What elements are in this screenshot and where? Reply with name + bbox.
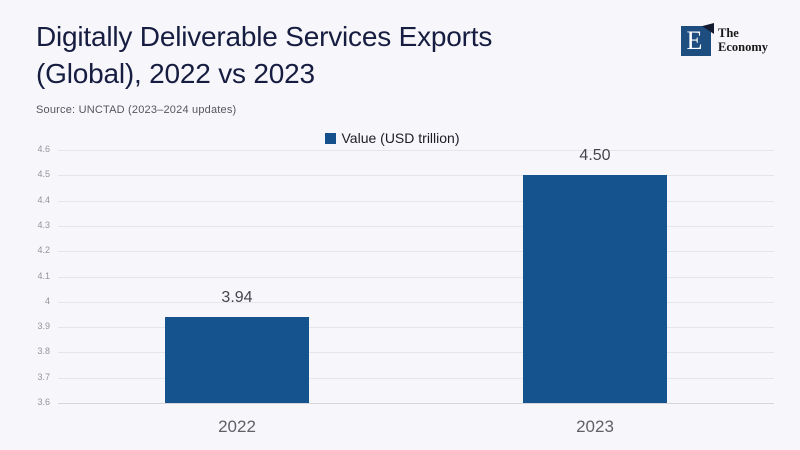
chart-title: Digitally Deliverable Services Exports (…	[36, 18, 492, 92]
gridline	[58, 301, 774, 303]
bar-2023	[523, 175, 667, 403]
bar-value-label: 4.50	[579, 147, 611, 165]
y-tick-label: 3.8	[37, 346, 50, 357]
gridline	[58, 225, 774, 227]
gridline	[58, 251, 774, 253]
bar-chart-plot-area: 4.6 4.5 4.4 4.3 4.2 4.1 4 3.9 3.8 3.7 3.6 3.94 2022 4…	[37, 144, 774, 436]
gridline	[58, 200, 774, 202]
bar-2022	[165, 316, 309, 403]
y-tick-label: 4.4	[37, 194, 50, 205]
chart-legend: Value (USD trillion)	[0, 130, 784, 146]
logo-monogram: E	[686, 26, 703, 55]
x-tick-label: 2022	[218, 417, 256, 436]
chart-title-line-2: (Global), 2022 vs 2023	[36, 58, 315, 89]
y-tick-label: 4.6	[37, 144, 50, 154]
logo-mark: E	[681, 23, 714, 56]
brand-logo: E The Economy	[681, 23, 768, 56]
gridline	[58, 327, 774, 329]
gridline	[58, 377, 774, 379]
logo-wordmark-line-1: The	[718, 26, 739, 40]
y-tick-label: 4	[44, 295, 50, 306]
chart-title-line-1: Digitally Deliverable Services Exports	[36, 21, 493, 52]
bar-value-label: 3.94	[221, 288, 253, 306]
y-tick-label: 3.9	[37, 321, 50, 332]
legend-swatch	[324, 133, 336, 144]
y-tick-label: 4.5	[37, 169, 50, 180]
legend-label: Value (USD trillion)	[341, 130, 460, 146]
logo-flag-icon	[702, 23, 714, 34]
logo-wordmark-line-2: Economy	[718, 39, 768, 54]
gridline	[58, 150, 774, 151]
y-tick-label: 4.2	[37, 245, 50, 256]
gridline	[58, 276, 774, 278]
gridline	[58, 403, 774, 404]
gridline	[58, 352, 774, 354]
x-tick-label: 2023	[576, 417, 614, 436]
y-tick-label: 4.1	[37, 270, 50, 281]
y-tick-label: 3.7	[37, 371, 50, 382]
y-tick-label: 3.6	[37, 397, 50, 407]
gridline	[58, 175, 774, 177]
y-tick-label: 4.3	[37, 219, 50, 230]
source-note: Source: UNCTAD (2023–2024 updates)	[36, 104, 237, 116]
logo-wordmark: The Economy	[718, 26, 768, 54]
